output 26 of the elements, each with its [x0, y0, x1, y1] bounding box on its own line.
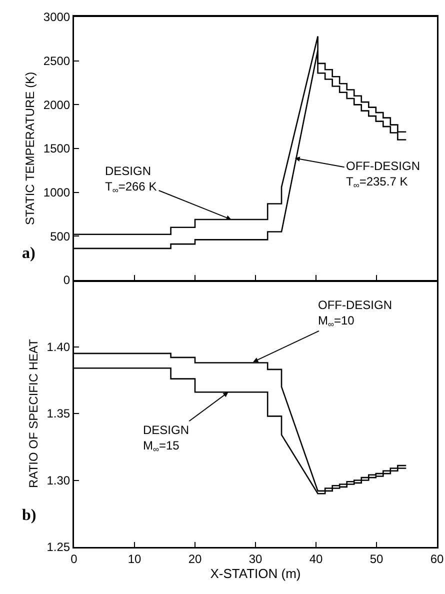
- x-tick-label: 60: [430, 552, 444, 566]
- x-tick-label: 10: [128, 552, 142, 566]
- x-tick-label: 50: [370, 552, 384, 566]
- annotation: DESIGN M$_{∞}$=15: [143, 423, 190, 454]
- y-tick-label: 1.30: [46, 473, 70, 488]
- y-tick-label: 2000: [43, 98, 70, 112]
- x-tick-label: 20: [188, 552, 202, 566]
- y-axis-title: RATIO OF SPECIFIC HEAT: [26, 338, 40, 488]
- y-tick-label: 1500: [43, 142, 70, 156]
- y-tick-label: 1.40: [46, 340, 70, 354]
- text: a): [22, 245, 36, 262]
- annotation: OFF-DESIGN M$_{∞}$=10: [318, 298, 392, 330]
- y-axis-title: STATIC TEMPERATURE (K): [22, 72, 37, 226]
- y-tick-label: 500: [50, 229, 70, 244]
- y-tick-label: 2500: [43, 54, 70, 68]
- annotation: OFF-DESIGN T$_{∞}$=235.7 K: [346, 159, 420, 190]
- y-tick-label: 1000: [43, 186, 70, 200]
- text: b): [22, 507, 36, 524]
- annotation: DESIGN T$_{∞}$=266 K: [105, 164, 157, 196]
- y-tick-label: 1.35: [46, 406, 70, 421]
- x-tick-label: 40: [309, 552, 323, 566]
- x-axis-title: X-STATION (m): [210, 566, 301, 581]
- y-tick-label: 1.25: [46, 540, 70, 554]
- x-tick-label: 30: [248, 552, 262, 566]
- y-tick-label: 0: [63, 273, 70, 288]
- y-tick-label: 3000: [43, 10, 70, 24]
